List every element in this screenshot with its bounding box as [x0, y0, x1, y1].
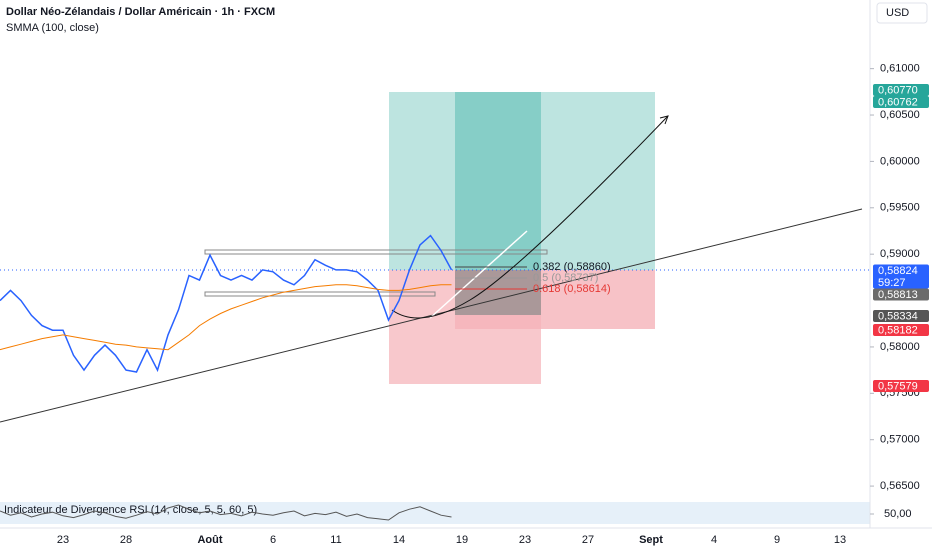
- x-tick-label: Août: [197, 534, 222, 546]
- y-tick-label: 0,59000: [880, 248, 920, 260]
- price-tag-label: 0,58813: [878, 289, 918, 301]
- y-tick-label: 0,60000: [880, 155, 920, 167]
- y-tick-label: 0,58000: [880, 341, 920, 353]
- fib-label: 0.382 (0,58860): [533, 261, 611, 273]
- x-tick-label: 28: [120, 534, 132, 546]
- x-tick-label: 11: [330, 534, 341, 546]
- x-tick-label: 9: [774, 534, 780, 546]
- trend-line: [0, 208, 863, 423]
- price-tag: [873, 324, 929, 337]
- indicator-title: Indicateur de Divergence RSI (14, close,…: [4, 504, 257, 516]
- indicator-line: [0, 504, 452, 521]
- x-tick-label: Sept: [639, 534, 663, 546]
- indicator-tick-label: 50,00: [884, 508, 912, 520]
- price-tag: [873, 288, 929, 301]
- x-tick-label: 13: [834, 534, 846, 546]
- price-tag: [873, 379, 929, 392]
- price-tag-label: 0,58182: [878, 324, 918, 336]
- series-line: [0, 284, 452, 351]
- channel-line: [429, 230, 528, 319]
- price-tag: [873, 264, 929, 289]
- x-tick-label: 23: [519, 534, 531, 546]
- fib-label: 0.5 (0,58737): [533, 272, 598, 284]
- support-box: [204, 291, 436, 297]
- x-tick-label: 27: [582, 534, 594, 546]
- target-zone-inner: [455, 92, 541, 270]
- price-tag-label: 0,60770: [878, 84, 918, 96]
- y-tick-label: 0,61000: [880, 63, 920, 75]
- price-tag: [873, 309, 929, 322]
- price-tag-label: 0,58334: [878, 310, 918, 322]
- y-tick-label: 0,60500: [880, 109, 920, 121]
- price-tag-label: 0,57579: [878, 380, 918, 392]
- x-tick-label: 4: [711, 534, 717, 546]
- fib-label: 0.618 (0,58614): [533, 283, 611, 295]
- y-tick-label: 0,57000: [880, 434, 920, 446]
- price-tag: [873, 83, 929, 96]
- chart-title: Dollar Néo-Zélandais / Dollar Américain …: [6, 6, 275, 18]
- x-tick-label: 19: [456, 534, 468, 546]
- series-line: [0, 234, 453, 373]
- indicator-legend: SMMA (100, close): [6, 22, 99, 34]
- entry-zone: [455, 270, 541, 315]
- y-tick-label: 0,56500: [880, 480, 920, 492]
- x-tick-label: 6: [270, 534, 276, 546]
- x-tick-label: 23: [57, 534, 69, 546]
- y-tick-label: 0,59500: [880, 202, 920, 214]
- price-tag: [873, 95, 929, 108]
- arrow-head: [659, 115, 669, 125]
- x-tick-label: 14: [393, 534, 405, 546]
- currency[interactable]: USD: [886, 7, 909, 19]
- resistance-box: [204, 249, 548, 255]
- projection-arrow: [391, 115, 669, 319]
- price-tag-label: 0,58824: [878, 265, 918, 277]
- countdown: 59:27: [878, 277, 906, 289]
- price-tag-label: 0,60762: [878, 96, 918, 108]
- currency-button[interactable]: [876, 2, 928, 24]
